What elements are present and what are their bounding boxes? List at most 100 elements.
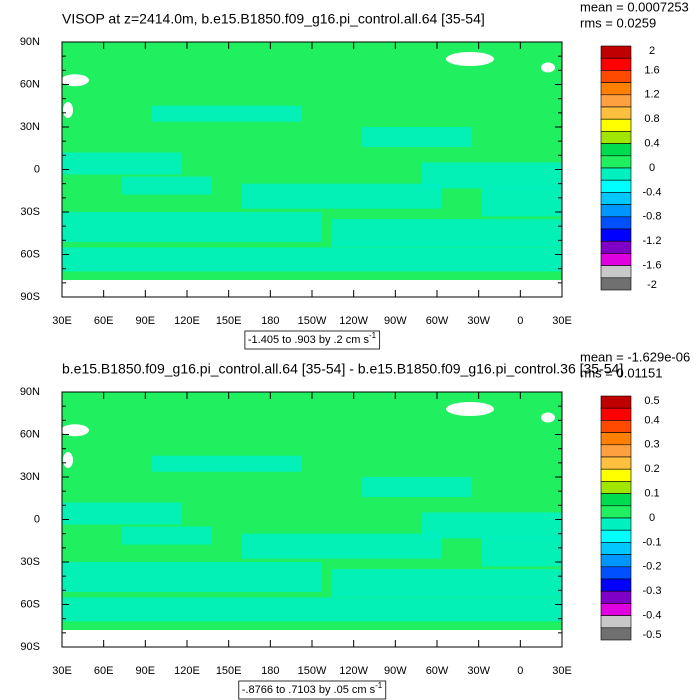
anomaly-patch xyxy=(362,127,472,147)
colorbar-label: -0.4 xyxy=(643,186,662,198)
anomaly-patch xyxy=(62,247,562,272)
colorbar-box xyxy=(600,277,632,291)
lon-label: 150W xyxy=(298,315,327,327)
lon-label: 30E xyxy=(52,665,72,677)
lon-label: 120E xyxy=(174,665,200,677)
lon-label: 60E xyxy=(94,315,114,327)
lat-label: 90S xyxy=(20,641,40,653)
colorbar-label: -0.3 xyxy=(643,585,662,597)
land-mask xyxy=(63,102,73,118)
colorbar-box xyxy=(600,204,632,218)
panel-title: VISOP at z=2414.0m, b.e15.B1850.f09_g16.… xyxy=(62,11,485,27)
lon-label: 120W xyxy=(339,665,368,677)
lon-label: 90E xyxy=(136,665,156,677)
anomaly-patch xyxy=(122,526,212,545)
rms-stat: rms = 0.0259 xyxy=(580,15,656,30)
colorbar-box xyxy=(600,143,632,157)
colorbar-box xyxy=(600,627,632,641)
colorbar-box xyxy=(600,94,632,108)
colorbar-box xyxy=(600,481,632,494)
colorbar-box xyxy=(600,192,632,205)
colorbar-box xyxy=(600,395,632,409)
lat-label: 0 xyxy=(34,513,40,525)
anomaly-patch xyxy=(62,597,562,622)
lon-label: 60E xyxy=(94,665,114,677)
colorbar-box xyxy=(600,179,632,193)
mean-stat: mean = 0.0007253 xyxy=(580,0,689,14)
colorbar-box xyxy=(600,106,632,120)
lon-label: 60W xyxy=(426,315,449,327)
colorbar-box xyxy=(600,265,632,279)
anomaly-patch xyxy=(242,533,442,559)
land-mask xyxy=(541,412,555,423)
anomaly-patch xyxy=(122,176,212,195)
colorbar-label: -1.2 xyxy=(643,235,662,247)
colorbar-label: 1.2 xyxy=(644,89,659,101)
colorbar-box xyxy=(600,517,632,531)
colorbar-label: -2 xyxy=(647,279,657,291)
lat-label: 60S xyxy=(20,248,40,260)
colorbar-box xyxy=(600,407,632,421)
colorbar-label: 0 xyxy=(649,162,655,174)
colorbar-label: 0.4 xyxy=(644,414,659,426)
colorbar-box xyxy=(600,70,632,83)
colorbar-box xyxy=(600,615,632,629)
lat-label: 30S xyxy=(20,556,40,568)
lat-label: 30S xyxy=(20,206,40,218)
lat-label: 90N xyxy=(20,36,40,48)
land-mask xyxy=(61,74,89,87)
colorbar-label: -0.4 xyxy=(643,610,662,622)
rms-stat: rms = 0.01151 xyxy=(580,365,663,380)
note-superscript: -1 xyxy=(375,681,383,690)
land-mask xyxy=(541,62,555,73)
lat-label: 0 xyxy=(34,163,40,175)
anomaly-patch xyxy=(482,536,562,567)
note-superscript: -1 xyxy=(369,331,377,340)
lat-label: 90N xyxy=(20,386,40,398)
lon-label: 120E xyxy=(174,315,200,327)
anomaly-patch xyxy=(332,219,562,248)
colorbar-box xyxy=(600,432,632,446)
land-mask xyxy=(63,452,73,468)
colorbar-box xyxy=(600,240,632,254)
lat-label: 60N xyxy=(20,428,40,440)
lon-label: 30E xyxy=(552,315,572,327)
colorbar-label: -0.1 xyxy=(643,536,662,548)
colorbar-box xyxy=(600,167,632,181)
colorbar-label: 1.6 xyxy=(644,64,659,76)
lon-label: 90W xyxy=(384,315,407,327)
colorbar-box xyxy=(600,590,632,604)
colorbar-label: 0.4 xyxy=(644,138,659,150)
colorbar-box xyxy=(600,131,632,144)
colorbar-box xyxy=(600,493,632,507)
colorbar-box xyxy=(600,420,632,433)
lat-label: 30N xyxy=(20,471,40,483)
colorbar-box xyxy=(600,45,632,59)
note-text: -.8766 to .7103 by .05 cm s-1 xyxy=(242,681,383,696)
colorbar-label: 0.1 xyxy=(644,488,659,500)
lon-label: 90E xyxy=(136,315,156,327)
colorbar-box xyxy=(600,603,632,616)
lat-label: 90S xyxy=(20,291,40,303)
lon-label: 0 xyxy=(517,665,523,677)
colorbar-label: 2 xyxy=(649,45,655,57)
note-text: -1.405 to .903 by .2 cm s-1 xyxy=(248,331,377,346)
lat-label: 60S xyxy=(20,598,40,610)
colorbar-box xyxy=(600,468,632,482)
lon-label: 0 xyxy=(517,315,523,327)
colorbar-box xyxy=(600,228,632,242)
note-box xyxy=(244,330,381,350)
lon-label: 60W xyxy=(426,665,449,677)
anomaly-patch xyxy=(362,477,472,497)
colorbar-box xyxy=(600,444,632,458)
colorbar-box xyxy=(600,456,632,470)
panel-title: b.e15.B1850.f09_g16.pi_control.all.64 [3… xyxy=(62,361,623,377)
colorbar-label: 0.2 xyxy=(644,463,659,475)
land-mask xyxy=(61,424,89,437)
colorbar-label: 0 xyxy=(649,512,655,524)
anomaly-patch xyxy=(62,152,182,175)
anomaly-patch xyxy=(482,186,562,217)
colorbar-label: -0.2 xyxy=(643,561,662,573)
colorbar-box xyxy=(600,57,632,71)
